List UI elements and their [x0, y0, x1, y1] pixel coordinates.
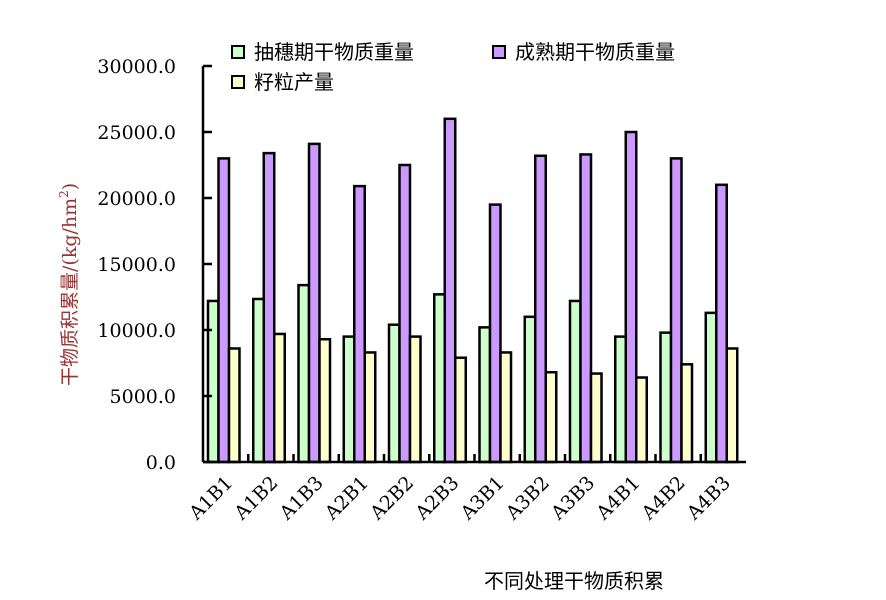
bar-A2B3-s2 [454, 356, 467, 464]
bar-A1B3-s1 [307, 142, 321, 464]
y-tick-label: 15000.0 [97, 254, 176, 276]
y-tick-label: 0.0 [146, 452, 176, 474]
bar-A2B1-s2 [363, 351, 377, 464]
x-tick-label: A2B3 [410, 472, 463, 525]
y-tick-label: 20000.0 [97, 188, 176, 210]
y-axis-label-part: 干物质积累量/(kg/hm [59, 198, 81, 386]
bar-A2B1-s1 [353, 184, 366, 464]
bar-A4B2-s0 [659, 331, 673, 464]
bar-A3B3-s0 [568, 299, 582, 464]
bar-A4B1-s1 [624, 130, 638, 464]
legend-label: 籽粒产量 [254, 70, 334, 94]
x-tick-label: A3B2 [501, 472, 554, 525]
x-tick-label: A1B2 [229, 472, 282, 525]
legend-swatch [231, 75, 245, 89]
y-tick-label: 30000.0 [97, 56, 176, 78]
bar-A2B3-s0 [433, 293, 446, 464]
bar-A1B1-s1 [217, 157, 231, 464]
x-tick-label: A1B1 [184, 472, 237, 525]
bar-A3B1-s2 [499, 351, 513, 464]
bar-A3B1-s0 [478, 326, 492, 464]
x-tick-label: A4B1 [591, 472, 644, 525]
x-axis-label: 不同处理干物质积累 [484, 569, 664, 593]
bar-A1B2-s1 [262, 151, 276, 464]
bar-A1B3-s0 [297, 283, 311, 464]
x-tick-label: A4B3 [682, 472, 735, 525]
bar-A4B3-s1 [715, 183, 728, 464]
bar-A4B1-s2 [635, 376, 648, 464]
y-tick-label: 10000.0 [97, 320, 176, 342]
bar-A4B1-s0 [614, 335, 627, 464]
legend-label: 成熟期干物质重量 [515, 40, 675, 64]
x-tick-label: A4B2 [637, 472, 690, 525]
x-tick-label: A2B1 [320, 472, 373, 525]
bar-A4B3-s2 [725, 347, 739, 464]
bar-A2B1-s0 [342, 335, 356, 464]
bar-A4B2-s2 [680, 363, 694, 464]
y-tick-label: 5000.0 [110, 386, 176, 408]
bar-A1B2-s2 [273, 332, 286, 464]
legend-swatch [492, 45, 506, 59]
x-tick-label: A1B3 [275, 472, 328, 525]
bar-A1B2-s0 [252, 297, 265, 464]
bar-A3B2-s2 [544, 370, 558, 464]
bar-A1B3-s2 [318, 337, 332, 464]
x-tick-label: A3B1 [456, 472, 509, 525]
y-axis-label: 干物质积累量/(kg/hm2) [57, 183, 81, 386]
y-axis-label-part: ) [59, 183, 81, 190]
bar-A3B3-s1 [579, 153, 593, 464]
bar-A4B2-s1 [669, 157, 683, 464]
y-tick-label: 25000.0 [97, 122, 176, 144]
x-tick-label: A2B2 [365, 472, 418, 525]
bar-A1B1-s2 [227, 347, 241, 464]
bar-A3B2-s0 [523, 315, 537, 464]
bar-A2B2-s0 [387, 323, 401, 464]
bar-A3B1-s1 [488, 203, 502, 464]
bar-A2B2-s1 [398, 163, 412, 464]
bar-A3B3-s2 [589, 372, 603, 464]
bar-A1B1-s0 [206, 299, 220, 464]
legend-swatch [231, 45, 245, 59]
x-tick-label: A3B3 [546, 472, 599, 525]
bar-A2B2-s2 [408, 335, 422, 464]
bar-A3B2-s1 [534, 154, 547, 464]
legend-label: 抽穗期干物质重量 [254, 40, 414, 64]
y-axis-label-part: 2 [57, 190, 71, 198]
bar-A2B3-s1 [443, 117, 457, 464]
bar-A4B3-s0 [704, 311, 718, 464]
